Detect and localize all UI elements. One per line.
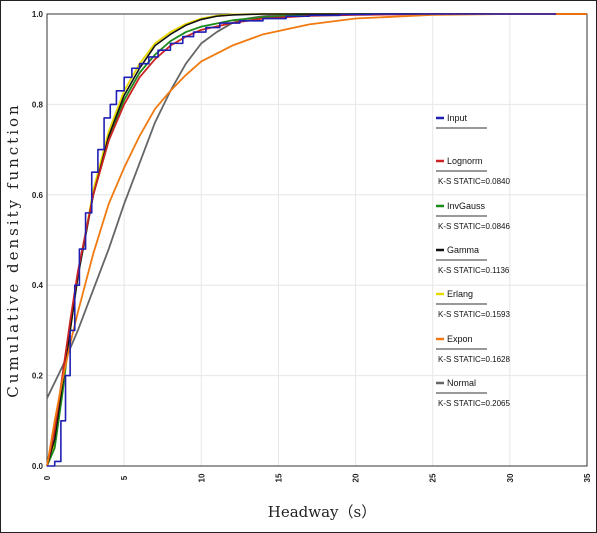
- y-tick-label: 0.0: [32, 462, 44, 471]
- legend-ks-statistic: K-S STATIC=0.0840: [438, 177, 511, 186]
- legend-ks-statistic: K-S STATIC=0.2065: [438, 399, 511, 408]
- legend-item-input: Input: [436, 113, 487, 129]
- x-tick-label: 25: [429, 473, 438, 482]
- legend-item-expon: Expon K-S STATIC=0.1628: [436, 334, 511, 364]
- legend: Input Lognorm K-S STATIC=0.0840 InvGauss K-S…: [436, 113, 511, 408]
- legend-label: Normal: [447, 378, 476, 388]
- series-line-normal: [46, 13, 587, 399]
- legend-item-erlang: Erlang K-S STATIC=0.1593: [436, 289, 511, 319]
- legend-ks-statistic: K-S STATIC=0.0846: [438, 222, 511, 231]
- y-tick-label: 0.2: [32, 372, 44, 381]
- legend-label: Erlang: [447, 289, 473, 299]
- y-tick-label: 0.6: [32, 191, 44, 200]
- x-tick-label: 35: [583, 473, 592, 482]
- series-line-expon: [46, 13, 587, 467]
- y-tick-label: 0.8: [32, 100, 44, 109]
- legend-item-lognorm: Lognorm K-S STATIC=0.0840: [436, 156, 511, 186]
- x-axis-label: Headway（s）: [268, 503, 376, 521]
- legend-label: Input: [447, 113, 468, 123]
- series-line-input: [47, 13, 557, 467]
- y-tick-label: 1.0: [32, 10, 44, 19]
- series-layer: [46, 13, 587, 467]
- legend-ks-statistic: K-S STATIC=0.1136: [438, 266, 510, 275]
- y-tick-labels: 0.0 0.2 0.4 0.6 0.8 1.0: [32, 10, 44, 471]
- x-tick-label: 10: [197, 473, 206, 482]
- x-tick-label: 5: [120, 475, 129, 480]
- x-tick-label: 20: [352, 473, 361, 482]
- legend-item-gamma: Gamma K-S STATIC=0.1136: [436, 245, 510, 275]
- legend-label: Gamma: [447, 245, 479, 255]
- legend-label: Lognorm: [447, 156, 483, 166]
- x-tick-labels: 0 5 10 15 20 25 30 35: [43, 473, 592, 482]
- x-tick-label: 30: [506, 473, 515, 482]
- legend-label: InvGauss: [447, 201, 486, 211]
- legend-label: Expon: [447, 334, 473, 344]
- legend-ks-statistic: K-S STATIC=0.1593: [438, 310, 511, 319]
- legend-item-normal: Normal K-S STATIC=0.2065: [436, 378, 511, 408]
- x-tick-label: 15: [274, 473, 283, 482]
- x-tick-label: 0: [43, 475, 52, 480]
- legend-ks-statistic: K-S STATIC=0.1628: [438, 355, 511, 364]
- legend-item-invgauss: InvGauss K-S STATIC=0.0846: [436, 201, 511, 231]
- y-axis-label: Cumulative density function: [4, 102, 22, 397]
- y-tick-label: 0.4: [32, 281, 44, 290]
